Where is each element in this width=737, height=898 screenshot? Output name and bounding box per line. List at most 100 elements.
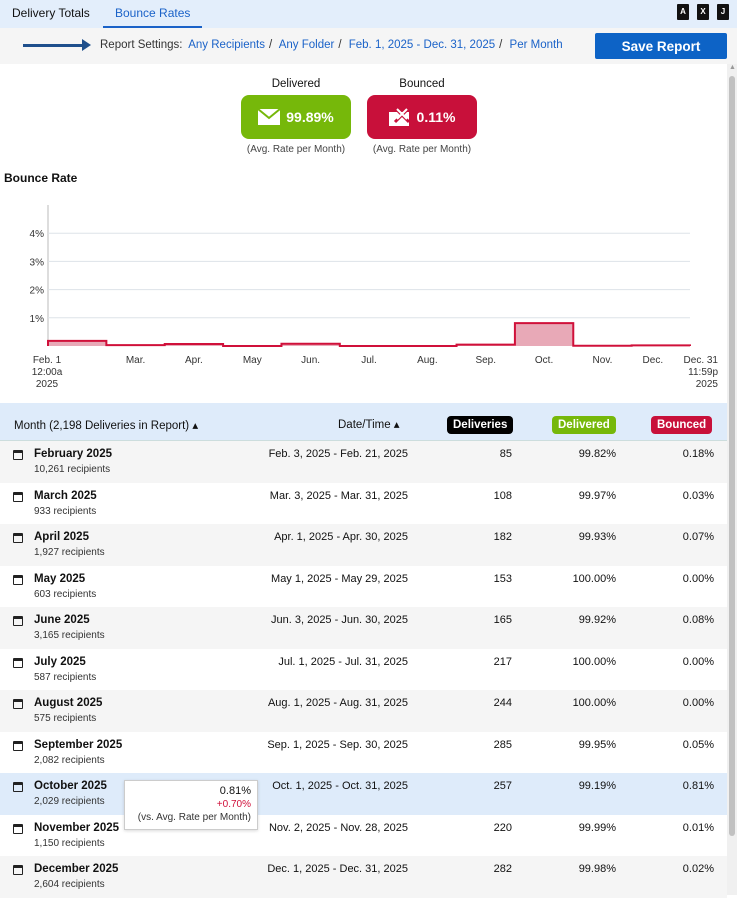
bar-Oct.[interactable]	[515, 323, 573, 346]
date-range: Dec. 1, 2025 - Dec. 31, 2025	[267, 863, 408, 875]
delivered-rate: 99.19%	[579, 780, 616, 792]
recipients-link[interactable]: Any Recipients	[188, 39, 265, 51]
deliveries-count: 285	[494, 739, 512, 751]
recipients-count: 575 recipients	[34, 713, 96, 724]
table-row[interactable]: June 2025 3,165 recipients Jun. 3, 2025 …	[0, 607, 727, 649]
period-link[interactable]: Per Month	[510, 39, 563, 51]
delivered-column-header[interactable]: Delivered	[552, 416, 616, 434]
x-end-label: 11:59p	[688, 367, 718, 378]
bounced-rate: 0.08%	[683, 614, 714, 626]
scrollbar[interactable]: ▲	[727, 64, 737, 895]
y-tick-label: 2%	[30, 286, 45, 297]
bounced-rate: 0.03%	[683, 490, 714, 502]
x-tick-label: Nov.	[593, 355, 613, 366]
table-row[interactable]: August 2025 575 recipients Aug. 1, 2025 …	[0, 690, 727, 732]
arrow-right-icon	[23, 44, 85, 47]
date-range: Oct. 1, 2025 - Oct. 31, 2025	[272, 780, 408, 792]
tab-bounce-rates[interactable]: Bounce Rates	[103, 0, 202, 28]
bounced-rate: 0.00%	[683, 697, 714, 709]
tab-delivery-totals[interactable]: Delivery Totals	[0, 0, 102, 28]
folder-link[interactable]: Any Folder	[279, 39, 335, 51]
calendar-icon	[13, 824, 23, 834]
table-row[interactable]: July 2025 587 recipients Jul. 1, 2025 - …	[0, 649, 727, 691]
json-icon[interactable]: J	[717, 4, 729, 20]
x-end-label: Dec. 31	[684, 355, 719, 366]
y-tick-label: 4%	[30, 229, 45, 240]
deliveries-count: 108	[494, 490, 512, 502]
kpi-delivered: Delivered 99.89% (Avg. Rate per Month)	[241, 78, 351, 155]
month-name: June 2025	[34, 614, 90, 626]
month-name: March 2025	[34, 490, 97, 502]
table-row[interactable]: February 2025 10,261 recipients Feb. 3, …	[0, 441, 727, 483]
bounced-rate: 0.05%	[683, 739, 714, 751]
delivered-rate: 99.93%	[579, 531, 616, 543]
pdf-icon[interactable]: A	[677, 4, 689, 20]
date-column-header[interactable]: Date/Time ▴	[338, 417, 400, 431]
bounced-rate: 0.02%	[683, 863, 714, 875]
date-range-link[interactable]: Feb. 1, 2025 - Dec. 31, 2025	[349, 39, 495, 51]
deliveries-count: 85	[500, 448, 512, 460]
table-header: Month (2,198 Deliveries in Report) ▴ Dat…	[0, 403, 727, 441]
date-range: Apr. 1, 2025 - Apr. 30, 2025	[274, 531, 408, 543]
chart-title: Bounce Rate	[4, 171, 77, 185]
month-column-header[interactable]: Month (2,198 Deliveries in Report) ▴	[14, 418, 198, 432]
calendar-icon	[13, 699, 23, 709]
x-tick-label: Dec.	[643, 355, 664, 366]
table-row[interactable]: September 2025 2,082 recipients Sep. 1, …	[0, 732, 727, 774]
date-range: Jun. 3, 2025 - Jun. 30, 2025	[271, 614, 408, 626]
table-row[interactable]: May 2025 603 recipients May 1, 2025 - Ma…	[0, 566, 727, 608]
report-settings-label: Report Settings:	[100, 39, 182, 51]
deliveries-count: 217	[494, 656, 512, 668]
recipients-count: 1,927 recipients	[34, 547, 105, 558]
table-row[interactable]: October 2025 2,029 recipients Oct. 1, 20…	[0, 773, 727, 815]
date-range: Mar. 3, 2025 - Mar. 31, 2025	[270, 490, 408, 502]
save-report-button[interactable]: Save Report	[595, 33, 727, 59]
delivered-rate: 99.95%	[579, 739, 616, 751]
x-tick-label: May	[243, 355, 262, 366]
x-end-label: 2025	[696, 379, 719, 390]
bounced-rate: 0.01%	[683, 822, 714, 834]
table-row[interactable]: December 2025 2,604 recipients Dec. 1, 2…	[0, 856, 727, 898]
month-name: April 2025	[34, 531, 89, 543]
x-tick-label: Aug.	[417, 355, 438, 366]
bounce-rate-line	[48, 323, 690, 346]
date-range: Jul. 1, 2025 - Jul. 31, 2025	[278, 656, 408, 668]
recipients-count: 1,150 recipients	[34, 838, 105, 849]
deliveries-column-header[interactable]: Deliveries	[447, 416, 513, 434]
scroll-up-icon[interactable]: ▲	[729, 64, 736, 71]
recipients-count: 603 recipients	[34, 589, 96, 600]
x-tick-label: Jun.	[301, 355, 320, 366]
date-range: Sep. 1, 2025 - Sep. 30, 2025	[267, 739, 408, 751]
delivered-rate: 100.00%	[573, 656, 616, 668]
table-row[interactable]: April 2025 1,927 recipients Apr. 1, 2025…	[0, 524, 727, 566]
month-name: July 2025	[34, 656, 86, 668]
deliveries-count: 244	[494, 697, 512, 709]
date-range: Aug. 1, 2025 - Aug. 31, 2025	[268, 697, 408, 709]
recipients-count: 3,165 recipients	[34, 630, 105, 641]
month-name: December 2025	[34, 863, 118, 875]
table-row[interactable]: March 2025 933 recipients Mar. 3, 2025 -…	[0, 483, 727, 525]
table-row[interactable]: November 2025 1,150 recipients Nov. 2, 2…	[0, 815, 727, 857]
calendar-icon	[13, 575, 23, 585]
x-tick-label: Oct.	[535, 355, 553, 366]
recipients-count: 2,029 recipients	[34, 796, 105, 807]
x-tick-label: Sep.	[475, 355, 496, 366]
month-name: November 2025	[34, 822, 119, 834]
bounced-rate: 0.18%	[683, 448, 714, 460]
bounced-rate: 0.81%	[683, 780, 714, 792]
deliveries-count: 220	[494, 822, 512, 834]
month-name: September 2025	[34, 739, 122, 751]
deliveries-count: 282	[494, 863, 512, 875]
x-tick-label: Mar.	[126, 355, 145, 366]
month-name: August 2025	[34, 697, 102, 709]
scrollbar-thumb[interactable]	[729, 76, 735, 836]
calendar-icon	[13, 741, 23, 751]
calendar-icon	[13, 492, 23, 502]
bounced-column-header[interactable]: Bounced	[651, 416, 712, 434]
calendar-icon	[13, 616, 23, 626]
recipients-count: 2,604 recipients	[34, 879, 105, 890]
excel-icon[interactable]: X	[697, 4, 709, 20]
x-tick-label: Jul.	[361, 355, 377, 366]
calendar-icon	[13, 533, 23, 543]
